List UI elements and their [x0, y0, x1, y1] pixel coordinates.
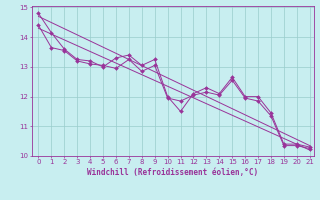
X-axis label: Windchill (Refroidissement éolien,°C): Windchill (Refroidissement éolien,°C) — [87, 168, 258, 177]
